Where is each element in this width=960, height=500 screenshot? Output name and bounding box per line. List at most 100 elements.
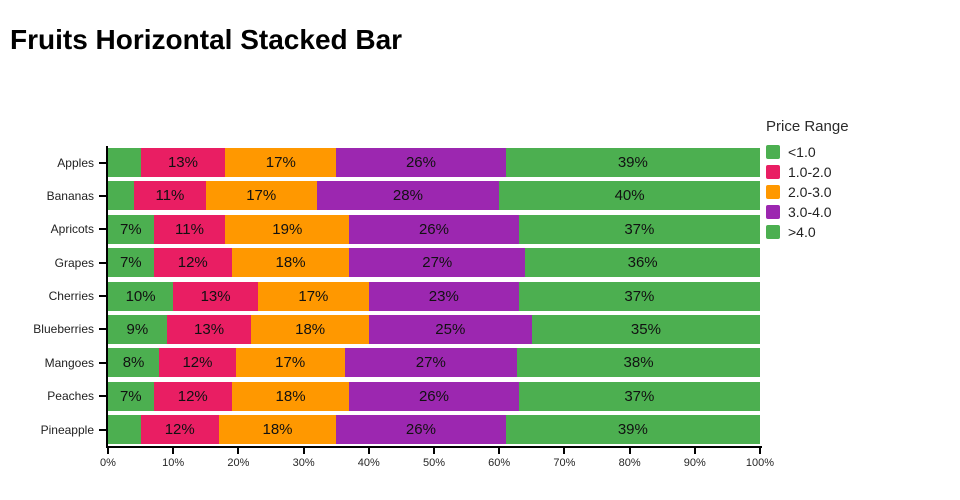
bar-segment-label: 18% bbox=[275, 254, 306, 272]
chart-title: Fruits Horizontal Stacked Bar bbox=[10, 24, 403, 55]
bar-segment: 18% bbox=[231, 381, 350, 411]
bar-segment: 27% bbox=[344, 348, 518, 378]
x-axis-line bbox=[106, 446, 762, 448]
legend-swatch bbox=[766, 224, 780, 239]
bar-segment: 11% bbox=[134, 181, 206, 211]
bar-segment-label: 13% bbox=[167, 154, 198, 171]
bar-segment-label: 13% bbox=[200, 287, 231, 305]
y-tick bbox=[99, 428, 106, 431]
x-axis: 0% 10% 20% 30% 40% 50% 60% 70% 80% 90% 100% bbox=[100, 448, 774, 478]
bar-segment: 12% bbox=[159, 348, 236, 378]
bar-segment-label: 18% bbox=[262, 421, 293, 438]
y-tick bbox=[99, 261, 106, 264]
bar-segment-label: 17% bbox=[265, 154, 296, 171]
legend-swatch bbox=[766, 164, 780, 179]
bar-segment-label: 26% bbox=[418, 220, 449, 238]
bar-segment-label: 27% bbox=[415, 354, 446, 372]
bar-segment: 26% bbox=[349, 381, 519, 411]
bar-segment-label: 7% bbox=[119, 254, 142, 272]
x-tick bbox=[237, 448, 240, 454]
bar-segment: 36% bbox=[525, 248, 760, 278]
category-label: Cherries bbox=[48, 289, 94, 303]
bar-segment-label: 7% bbox=[119, 220, 142, 238]
bar-row: Peaches 7% 12% 18% 26% 37% bbox=[47, 381, 760, 411]
x-tick bbox=[172, 448, 175, 454]
bar-row: Apricots 7% 11% 19% 26% 37% bbox=[51, 214, 760, 244]
category-label: Pineapple bbox=[40, 422, 94, 437]
bar-segment-label: 12% bbox=[182, 354, 213, 372]
bar-segment: 26% bbox=[336, 415, 506, 444]
y-tick bbox=[99, 361, 106, 364]
y-tick bbox=[99, 228, 106, 231]
bar-segment: 25% bbox=[368, 314, 532, 344]
legend-swatch bbox=[766, 184, 780, 199]
bar-segment-label: 37% bbox=[624, 287, 655, 305]
bar-segment-label: 36% bbox=[627, 254, 658, 272]
bar-segment-label: 12% bbox=[177, 254, 208, 272]
bar-segment: 26% bbox=[349, 214, 519, 244]
bar-segment-label: 37% bbox=[624, 387, 655, 405]
bar-segment: 37% bbox=[518, 214, 760, 244]
bar-segment: 19% bbox=[225, 214, 350, 244]
bar-segment: 11% bbox=[153, 214, 226, 244]
bar-segment-label: 17% bbox=[298, 287, 329, 305]
bar-segment: 28% bbox=[316, 181, 500, 211]
bar-segment-label: 38% bbox=[623, 354, 654, 372]
bar-segment-label: 10% bbox=[125, 287, 156, 305]
legend-label: <1.0 bbox=[788, 143, 816, 160]
x-tick bbox=[759, 448, 761, 454]
bar-segment-label: 23% bbox=[428, 287, 459, 305]
bar-row: Cherries 10% 13% 17% 23% 37% bbox=[49, 281, 760, 311]
bar-segment-label: 26% bbox=[405, 421, 436, 438]
bar-segment-label: 39% bbox=[617, 154, 648, 171]
bar-segment: 18% bbox=[231, 248, 350, 278]
y-tick bbox=[99, 395, 106, 398]
bar-segment: 37% bbox=[518, 381, 760, 411]
x-tick bbox=[693, 448, 696, 454]
category-label: Blueberries bbox=[33, 322, 94, 337]
x-tick-label: 100% bbox=[745, 457, 775, 469]
legend: Price Range <1.0 1.0-2.0 2.0-3.0 3.0-4.0 >4.… bbox=[766, 118, 849, 242]
bar-segment: 7% bbox=[108, 381, 154, 411]
bar-segment-label: 17% bbox=[275, 354, 306, 372]
bar-segment: 27% bbox=[349, 248, 526, 278]
plot-area: Apples 13% 17% 26% 39% Bananas 11% 17% 28% 40% Apr… bbox=[33, 148, 761, 444]
x-tick bbox=[563, 448, 566, 454]
x-tick bbox=[302, 448, 305, 454]
bar-segment bbox=[108, 181, 135, 211]
bar-row: Bananas 11% 17% 28% 40% bbox=[47, 181, 760, 211]
legend-item: 3.0-4.0 bbox=[766, 202, 849, 221]
bar-segment bbox=[108, 415, 141, 444]
y-axis-line bbox=[106, 146, 108, 448]
bar-row: Apples 13% 17% 26% 39% bbox=[57, 148, 760, 177]
bar-row: Blueberries 9% 13% 18% 25% 35% bbox=[33, 314, 761, 344]
x-tick bbox=[498, 448, 501, 454]
bar-segment: 18% bbox=[251, 314, 369, 344]
bar-segment-label: 26% bbox=[418, 387, 449, 405]
x-tick-label: 10% bbox=[162, 457, 185, 469]
y-tick bbox=[99, 295, 106, 297]
bar-segment: 18% bbox=[218, 415, 337, 444]
bar-segment-label: 12% bbox=[177, 387, 208, 405]
category-label: Peaches bbox=[47, 389, 94, 404]
legend-item: 1.0-2.0 bbox=[766, 162, 849, 181]
bar-segment bbox=[108, 148, 141, 177]
x-tick-label: 30% bbox=[292, 457, 315, 469]
legend-label: 3.0-4.0 bbox=[788, 203, 832, 220]
bar-segment-label: 37% bbox=[624, 220, 655, 238]
x-tick-label: 90% bbox=[683, 457, 706, 469]
category-label: Mangoes bbox=[44, 355, 94, 370]
x-tick-label: 80% bbox=[618, 457, 641, 469]
bar-segment-label: 18% bbox=[295, 320, 326, 338]
x-tick bbox=[107, 448, 109, 454]
bar-segment: 17% bbox=[257, 281, 369, 311]
bar-segment: 8% bbox=[108, 348, 160, 378]
legend-item: 2.0-3.0 bbox=[766, 182, 849, 201]
bar-segment-label: 28% bbox=[392, 187, 423, 205]
bar-segment-label: 13% bbox=[194, 320, 225, 338]
bar-segment: 35% bbox=[531, 314, 761, 344]
category-label: Bananas bbox=[46, 188, 94, 203]
bar-segment-label: 17% bbox=[246, 187, 277, 205]
y-tick bbox=[99, 328, 106, 331]
